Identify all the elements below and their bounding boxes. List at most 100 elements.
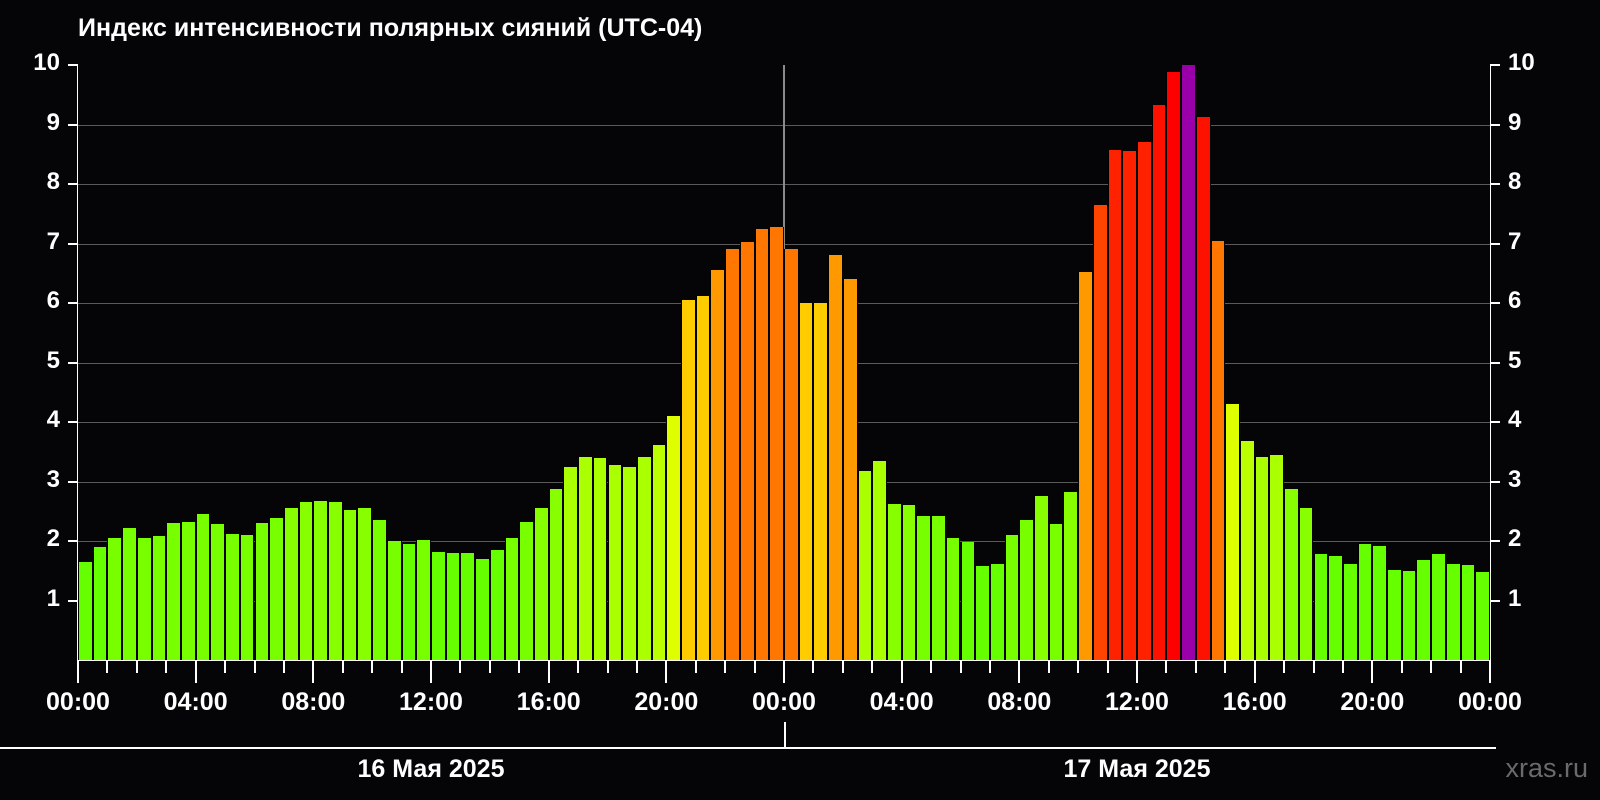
- bar[interactable]: [916, 516, 932, 660]
- bar[interactable]: [563, 466, 579, 660]
- bar[interactable]: [372, 520, 387, 660]
- bar[interactable]: [1298, 508, 1314, 660]
- bar[interactable]: [1387, 569, 1402, 660]
- bar[interactable]: [136, 538, 152, 660]
- bar[interactable]: [122, 527, 137, 660]
- bar[interactable]: [1269, 454, 1285, 660]
- bar[interactable]: [828, 255, 843, 660]
- bar[interactable]: [210, 524, 226, 660]
- bar[interactable]: [739, 242, 755, 660]
- bar[interactable]: [931, 516, 946, 660]
- bar[interactable]: [1034, 496, 1049, 660]
- bar[interactable]: [1313, 554, 1329, 660]
- bar[interactable]: [784, 249, 799, 660]
- bar[interactable]: [695, 295, 711, 660]
- bar[interactable]: [578, 456, 593, 660]
- bar[interactable]: [460, 552, 476, 660]
- bar[interactable]: [1328, 555, 1343, 660]
- bar[interactable]: [1416, 560, 1432, 660]
- bar[interactable]: [1431, 554, 1446, 660]
- bar[interactable]: [92, 546, 108, 660]
- bar[interactable]: [519, 521, 534, 660]
- bar[interactable]: [1019, 520, 1035, 660]
- bar[interactable]: [1137, 142, 1152, 660]
- bar[interactable]: [548, 488, 564, 660]
- bar[interactable]: [1078, 272, 1093, 660]
- bar[interactable]: [283, 508, 299, 660]
- bar[interactable]: [1342, 563, 1358, 660]
- bar[interactable]: [504, 538, 520, 660]
- bar[interactable]: [636, 456, 652, 660]
- bar[interactable]: [798, 303, 814, 660]
- bar[interactable]: [151, 536, 167, 660]
- bar[interactable]: [1357, 543, 1373, 660]
- bar[interactable]: [166, 523, 181, 660]
- bar[interactable]: [313, 500, 329, 660]
- bar[interactable]: [989, 563, 1005, 660]
- bar[interactable]: [607, 464, 623, 660]
- x-axis-tick-minor: [1077, 661, 1080, 673]
- bar[interactable]: [1460, 564, 1476, 660]
- bar[interactable]: [1107, 149, 1123, 660]
- bar[interactable]: [754, 228, 770, 660]
- bar[interactable]: [298, 502, 314, 660]
- bar[interactable]: [769, 226, 784, 660]
- bar[interactable]: [975, 566, 990, 660]
- bar[interactable]: [269, 518, 284, 660]
- bar[interactable]: [1445, 563, 1461, 660]
- bar[interactable]: [1225, 404, 1240, 660]
- bar[interactable]: [666, 416, 682, 660]
- bar[interactable]: [1195, 117, 1211, 660]
- bar[interactable]: [386, 541, 402, 660]
- bar[interactable]: [725, 249, 740, 660]
- bar[interactable]: [1401, 570, 1417, 660]
- x-axis-tick-minor: [1283, 661, 1286, 673]
- bar[interactable]: [592, 457, 608, 660]
- bar[interactable]: [475, 558, 490, 660]
- bar[interactable]: [945, 538, 961, 660]
- bar[interactable]: [960, 542, 976, 660]
- bar[interactable]: [357, 508, 373, 660]
- bar[interactable]: [78, 561, 93, 660]
- bar[interactable]: [1181, 65, 1196, 660]
- bar[interactable]: [1063, 492, 1079, 660]
- bar[interactable]: [622, 466, 637, 660]
- bar[interactable]: [1284, 488, 1299, 660]
- bar[interactable]: [1004, 535, 1020, 660]
- bar[interactable]: [1372, 545, 1388, 660]
- bar[interactable]: [401, 543, 417, 660]
- bar[interactable]: [445, 552, 461, 660]
- bar[interactable]: [431, 551, 446, 660]
- bar[interactable]: [416, 539, 431, 660]
- bar[interactable]: [1122, 151, 1137, 660]
- bar[interactable]: [681, 300, 696, 660]
- bar[interactable]: [842, 279, 858, 660]
- bar[interactable]: [254, 523, 270, 660]
- bar[interactable]: [651, 444, 667, 660]
- bar[interactable]: [489, 549, 505, 660]
- bar[interactable]: [813, 303, 829, 660]
- bar[interactable]: [886, 504, 902, 660]
- bar[interactable]: [1210, 240, 1226, 660]
- bar[interactable]: [107, 538, 123, 660]
- bar[interactable]: [1254, 456, 1270, 660]
- bar[interactable]: [1151, 105, 1167, 660]
- bar[interactable]: [180, 521, 196, 660]
- bar[interactable]: [225, 533, 240, 660]
- bar[interactable]: [239, 535, 255, 660]
- bar[interactable]: [1475, 571, 1490, 660]
- x-axis-tick-minor: [1106, 661, 1109, 673]
- bar[interactable]: [1048, 524, 1064, 660]
- bar[interactable]: [342, 510, 358, 660]
- bar[interactable]: [1239, 441, 1255, 660]
- bar[interactable]: [1092, 204, 1108, 660]
- bar[interactable]: [328, 502, 343, 660]
- bar[interactable]: [901, 505, 917, 660]
- bar[interactable]: [872, 460, 887, 660]
- x-axis-label: 16:00: [1222, 688, 1287, 716]
- bar[interactable]: [533, 508, 549, 660]
- bar[interactable]: [195, 514, 211, 660]
- bar[interactable]: [710, 270, 726, 660]
- bar[interactable]: [1166, 72, 1182, 660]
- bar[interactable]: [857, 470, 873, 660]
